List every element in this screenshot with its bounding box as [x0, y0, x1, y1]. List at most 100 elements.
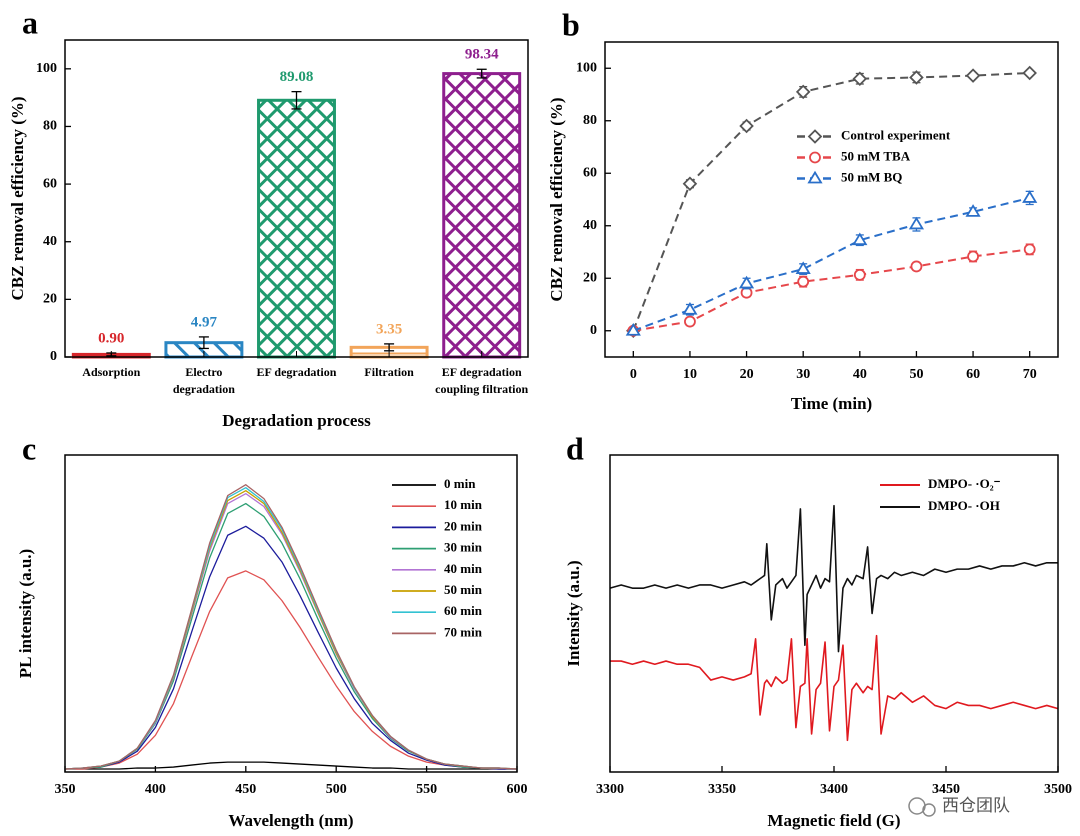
- y-axis-label: PL intensity (a.u.): [16, 549, 35, 678]
- x-tick-label-box: Filtration: [364, 365, 414, 379]
- y-tick-label: 40: [43, 234, 57, 249]
- x-tick-label: 30: [796, 367, 810, 382]
- error-bar: [291, 90, 302, 110]
- y-tick-label: 100: [576, 60, 597, 75]
- legend-label: 50 mM TBA: [841, 148, 911, 163]
- marker: [908, 216, 925, 230]
- y-tick-label: 0: [590, 323, 597, 338]
- x-axis-label: Degradation process: [222, 411, 371, 430]
- legend-label: 50 min: [444, 582, 483, 597]
- error-bar: [198, 336, 209, 350]
- marker: [965, 204, 981, 217]
- legend-label: 30 min: [444, 540, 483, 555]
- bar: [257, 98, 336, 359]
- panel-label: d: [566, 430, 584, 466]
- y-tick-label: 60: [583, 165, 597, 180]
- marker: [852, 232, 868, 246]
- marker: [682, 176, 698, 192]
- y-tick-label: 60: [43, 176, 57, 191]
- plot-frame: [609, 454, 1059, 773]
- y-tick-label: 80: [43, 119, 57, 134]
- y-tick-label: 40: [583, 218, 597, 233]
- x-tick-label-box: EF degradation coupling filtration: [435, 365, 528, 396]
- marker: [910, 260, 923, 273]
- marker: [684, 315, 696, 328]
- panel-label: c: [22, 430, 36, 466]
- x-tick-label: 500: [326, 782, 347, 797]
- y-tick-label: 80: [583, 113, 597, 128]
- marker: [807, 170, 823, 184]
- marker: [1022, 65, 1037, 81]
- data-line: [632, 71, 1030, 332]
- marker: [682, 302, 698, 315]
- y-tick-label: 20: [583, 270, 597, 285]
- data-line: [64, 525, 517, 770]
- panel-label: b: [562, 6, 580, 42]
- marker: [738, 275, 755, 289]
- legend-label: 20 min: [444, 518, 483, 533]
- legend-label: Control experiment: [841, 127, 951, 142]
- y-axis-label: Intensity (a.u.): [564, 560, 583, 666]
- marker: [739, 118, 754, 134]
- data-line: [65, 570, 517, 770]
- y-axis-label: CBZ removal efficiency (%): [547, 97, 566, 301]
- plot-frame: [604, 41, 1059, 358]
- error-bar: [384, 343, 395, 352]
- marker: [797, 275, 810, 288]
- y-tick-label: 0: [50, 349, 57, 364]
- watermark-icon: [922, 803, 936, 817]
- x-tick-label: 10: [683, 367, 697, 382]
- x-tick-label: Adsorption: [82, 365, 141, 379]
- x-tick-label: 600: [507, 782, 528, 797]
- marker: [807, 129, 823, 144]
- y-tick-label: 20: [43, 292, 57, 307]
- x-tick-label: 3400: [820, 782, 848, 797]
- x-tick-label: 50: [909, 367, 923, 382]
- error-bar: [476, 68, 487, 79]
- x-axis-label: Wavelength (nm): [228, 811, 353, 830]
- legend-label: 40 min: [444, 561, 483, 576]
- value-label: 4.97: [191, 314, 218, 330]
- x-tick-label: Filtration: [364, 365, 414, 379]
- plot-frame: [64, 454, 518, 773]
- x-tick-label: 70: [1023, 367, 1037, 382]
- data-line: [609, 504, 1058, 653]
- legend-label: 60 min: [444, 603, 483, 618]
- marker: [1023, 243, 1036, 256]
- marker: [1022, 190, 1038, 203]
- value-label: 3.35: [376, 321, 402, 337]
- x-tick-label-box: EF degradation: [256, 365, 337, 379]
- data-line: [65, 761, 517, 770]
- x-axis-label: Time (min): [791, 394, 872, 413]
- legend-label: DMPO- ·OH: [928, 498, 1000, 513]
- x-tick-label: 400: [145, 782, 166, 797]
- marker: [795, 261, 811, 274]
- data-line: [632, 196, 1030, 332]
- data-line: [633, 248, 1030, 332]
- marker: [909, 70, 924, 85]
- x-tick-label: EF degradation: [256, 365, 337, 379]
- x-tick-label: 40: [853, 367, 867, 382]
- legend-label: 10 min: [444, 497, 483, 512]
- marker: [965, 68, 981, 83]
- marker: [795, 84, 811, 100]
- legend-label: 0 min: [444, 476, 476, 491]
- x-tick-label: 60: [966, 367, 980, 382]
- y-axis-label: CBZ removal efficiency (%): [8, 96, 27, 300]
- plot-frame: [64, 39, 529, 358]
- bar: [442, 72, 522, 359]
- panel-label: a: [22, 4, 38, 40]
- marker: [853, 268, 866, 281]
- x-tick-label: 3300: [596, 782, 624, 797]
- data-line: [64, 484, 518, 770]
- legend-label: 70 min: [444, 624, 483, 639]
- x-tick-label-box: Adsorption: [82, 365, 141, 379]
- x-tick-label: 350: [55, 782, 76, 797]
- x-tick-label: 550: [416, 782, 437, 797]
- x-tick-label: 450: [235, 782, 256, 797]
- x-tick-label: 3450: [932, 782, 960, 797]
- x-tick-label: 20: [740, 367, 754, 382]
- x-axis-label: Magnetic field (G): [767, 811, 900, 830]
